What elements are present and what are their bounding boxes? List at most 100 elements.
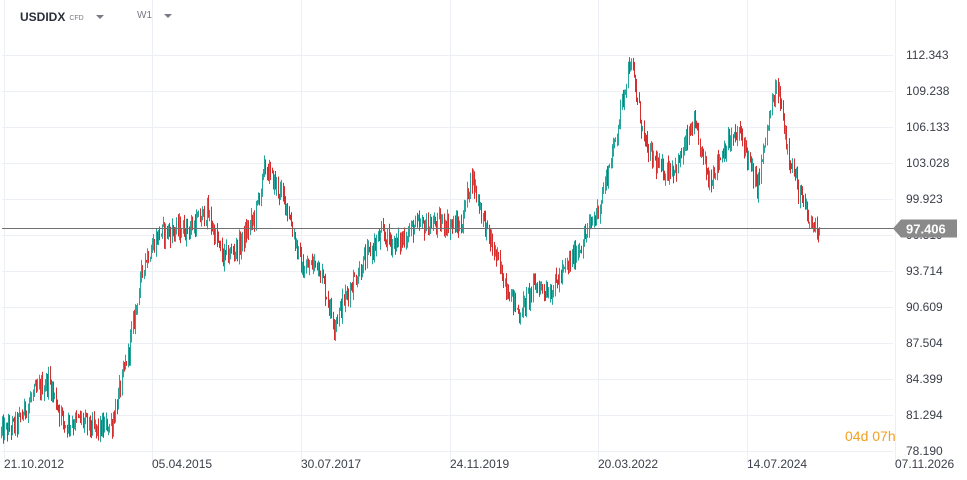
candle-body	[580, 249, 581, 251]
candle-body	[108, 429, 109, 431]
candle-body	[524, 298, 525, 301]
candle-body	[340, 302, 341, 310]
candle-body	[57, 405, 58, 408]
candle-body	[253, 216, 254, 221]
candle-body	[556, 275, 557, 280]
candle-body	[279, 194, 280, 197]
candle-body	[691, 129, 692, 133]
candle-body	[97, 425, 98, 431]
candle-body	[811, 219, 812, 222]
candle-body	[376, 240, 377, 248]
candle-body	[148, 253, 149, 261]
candle-body	[101, 420, 102, 435]
candle-body	[326, 297, 327, 300]
candle-body	[12, 419, 13, 432]
candle-body	[717, 156, 718, 175]
candle-body	[308, 263, 309, 268]
candle-body	[25, 402, 26, 414]
candle-body	[307, 263, 308, 267]
candle-body	[611, 165, 612, 167]
candle-body	[312, 261, 313, 268]
candle-body	[800, 190, 801, 200]
candle-body	[817, 218, 818, 235]
candle-body	[134, 317, 135, 326]
candle-body	[748, 156, 749, 163]
candle-body	[356, 276, 357, 284]
candle-body	[706, 156, 707, 172]
candle-body	[546, 289, 547, 295]
candle-body	[424, 222, 425, 234]
candle-body	[179, 222, 180, 232]
candle-body	[579, 250, 580, 254]
candle-body	[385, 235, 386, 240]
candle-body	[518, 308, 519, 313]
candle-body	[200, 211, 201, 222]
candle-body	[684, 145, 685, 154]
candle-body	[369, 247, 370, 249]
candle-body	[325, 281, 326, 298]
candle-body	[98, 425, 99, 434]
candle-body	[687, 133, 688, 143]
candle-body	[618, 129, 619, 138]
candle-body	[233, 249, 234, 253]
candle-body	[273, 171, 274, 189]
candle-body	[181, 233, 182, 237]
candle-body	[17, 416, 18, 430]
candle-body	[730, 143, 731, 147]
candle-body	[762, 159, 763, 162]
candle-body	[22, 415, 23, 418]
candle-body	[781, 107, 782, 109]
candle-body	[286, 204, 287, 211]
candle-body	[715, 174, 716, 176]
candle-body	[564, 266, 565, 268]
timeframe-selector[interactable]: W1	[137, 10, 172, 21]
candle-body	[514, 296, 515, 307]
candle-body	[92, 419, 93, 432]
candle-body	[551, 292, 552, 299]
candle-body	[81, 416, 82, 420]
candles	[1, 57, 820, 444]
candle-body	[634, 70, 635, 78]
candle-body	[585, 233, 586, 237]
candle-body	[665, 174, 666, 179]
candle-body	[102, 420, 103, 435]
candle-body	[746, 141, 747, 151]
candle-body	[172, 226, 173, 240]
candle-body	[35, 385, 36, 387]
candle-body	[14, 420, 15, 429]
y-tick-label: 87.504	[906, 336, 943, 350]
candle-body	[91, 428, 92, 432]
current-price-tag	[893, 219, 957, 238]
x-tick-label: 05.04.2015	[152, 457, 212, 471]
candle-body	[444, 217, 445, 230]
candle-body	[29, 402, 30, 406]
candle-body	[667, 163, 668, 175]
candle-body	[620, 102, 621, 121]
candle-body	[590, 220, 591, 223]
candle-body	[680, 151, 681, 163]
candle-body	[573, 253, 574, 263]
candle-body	[787, 146, 788, 148]
candle-body	[563, 267, 564, 269]
candle-body	[495, 249, 496, 255]
candle-body	[626, 85, 627, 91]
candle-body	[412, 223, 413, 225]
candle-body	[74, 425, 75, 427]
candle-body	[617, 137, 618, 139]
candle-body	[647, 139, 648, 147]
candle-body	[62, 410, 63, 412]
candle-body	[86, 415, 87, 417]
candle-body	[428, 217, 429, 235]
candle-body	[615, 138, 616, 141]
candle-body	[751, 158, 752, 168]
candle-body	[737, 134, 738, 138]
candle-body	[126, 361, 127, 365]
candle-body	[448, 217, 449, 232]
candle-body	[274, 177, 275, 189]
candle-body	[337, 319, 338, 321]
symbol-selector[interactable]: USDIDX CFD	[20, 10, 104, 24]
candle-body	[417, 218, 418, 221]
candle-body	[386, 239, 387, 246]
